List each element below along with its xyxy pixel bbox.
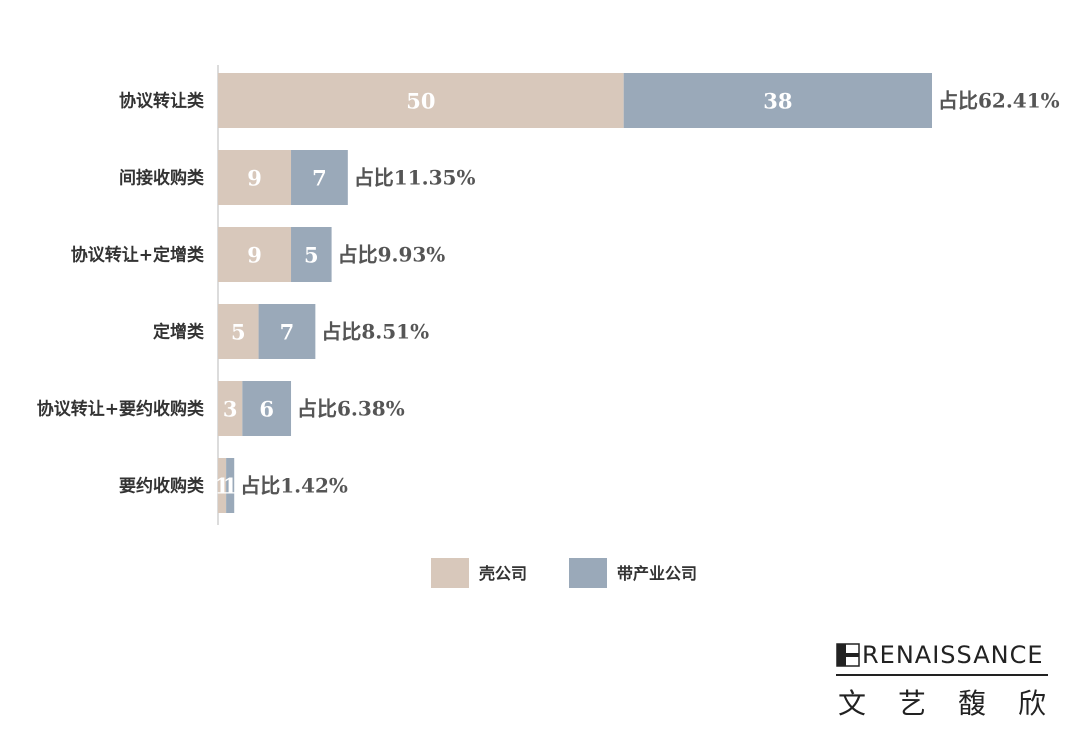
data-label: 9 xyxy=(247,243,262,268)
category-label: 协议转让+要约收购类 xyxy=(37,399,205,420)
category-label: 定增类 xyxy=(153,322,205,343)
data-label: 5 xyxy=(231,320,246,345)
data-label: 3 xyxy=(223,397,238,422)
legend-swatch xyxy=(569,558,607,588)
data-label: 38 xyxy=(763,89,792,114)
bar-segment[interactable] xyxy=(218,304,259,359)
share-label: 占比8.51% xyxy=(321,320,429,344)
data-label: 1 xyxy=(223,474,238,499)
category-label: 间接收购类 xyxy=(119,168,205,189)
category-label: 要约收购类 xyxy=(119,476,205,497)
logo-char: 艺 xyxy=(897,687,926,720)
bar-segment[interactable] xyxy=(218,381,243,436)
share-label: 占比11.35% xyxy=(354,166,476,190)
bar-segment[interactable] xyxy=(226,458,235,513)
bar-segment[interactable] xyxy=(218,150,292,205)
share-label: 占比62.41% xyxy=(938,89,1060,113)
bar-segment[interactable] xyxy=(218,227,292,282)
bar-segment[interactable] xyxy=(218,458,227,513)
share-label: 占比9.93% xyxy=(338,243,446,267)
data-label: 7 xyxy=(280,320,295,345)
logo-wordmark: RENAISSANCE xyxy=(862,641,1044,669)
bar-segment[interactable] xyxy=(242,381,292,436)
data-label: 7 xyxy=(312,166,327,191)
logo-divider xyxy=(836,674,1048,676)
logo-char: 馥 xyxy=(957,687,986,720)
share-label: 占比6.38% xyxy=(297,397,405,421)
logo-mark-icon xyxy=(836,643,860,667)
logo-char: 欣 xyxy=(1017,687,1046,720)
legend-label: 带产业公司 xyxy=(617,564,697,583)
category-label: 协议转让类 xyxy=(119,91,205,112)
bar-segment[interactable] xyxy=(623,73,932,128)
logo-char: 文 xyxy=(838,687,867,720)
legend-label: 壳公司 xyxy=(478,564,527,583)
renaissance-logo: RENAISSANCE 文 艺 馥 欣 xyxy=(836,640,1048,722)
data-label: 50 xyxy=(406,89,435,114)
data-label: 9 xyxy=(247,166,262,191)
bar-segment[interactable] xyxy=(291,227,332,282)
data-label: 6 xyxy=(259,397,274,422)
logo-top-row: RENAISSANCE xyxy=(836,640,1048,670)
bar-segment[interactable] xyxy=(258,304,316,359)
data-label: 5 xyxy=(304,243,319,268)
legend-swatch xyxy=(431,558,469,588)
logo-chinese: 文 艺 馥 欣 xyxy=(836,682,1048,722)
category-label: 协议转让+定增类 xyxy=(71,245,205,266)
bar-segment[interactable] xyxy=(291,150,348,205)
share-label: 占比1.42% xyxy=(240,474,348,498)
bar-segment[interactable] xyxy=(218,73,624,128)
data-label: 1 xyxy=(215,474,230,499)
